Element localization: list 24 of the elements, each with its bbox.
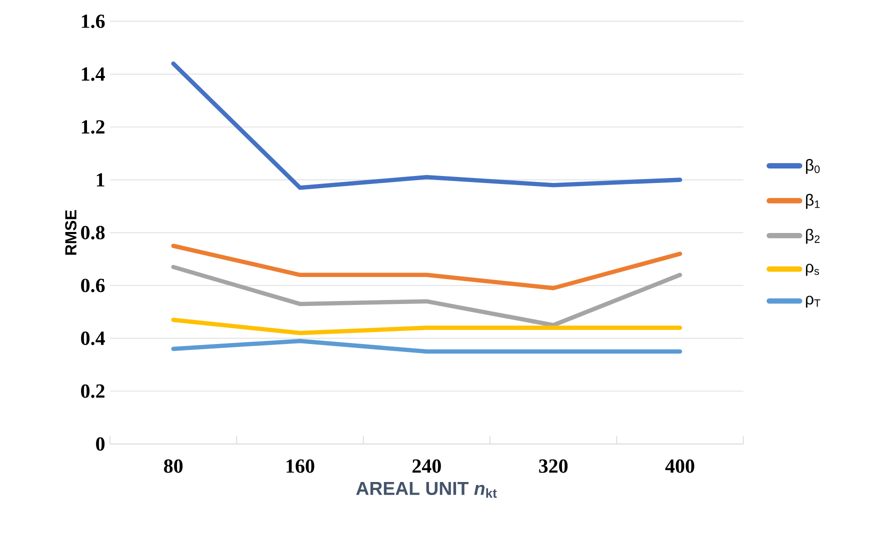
y-tick-label: 0.4 bbox=[81, 331, 105, 345]
y-tick-label: 0.6 bbox=[81, 278, 105, 292]
x-tick-label: 320 bbox=[539, 459, 568, 473]
y-tick-label: 1.6 bbox=[82, 14, 105, 28]
x-axis-title: AREAL UNIT n$_{kt}$ bbox=[356, 482, 497, 498]
x-tick-label: 400 bbox=[665, 459, 694, 473]
y-tick-label: 1.2 bbox=[82, 120, 104, 134]
legend-label: β$_{0}$ bbox=[806, 158, 820, 174]
legend-label: ρ$_{T}$ bbox=[806, 296, 820, 308]
line-series bbox=[171, 61, 682, 190]
y-tick-label: 0 bbox=[96, 437, 105, 451]
legend-label: ρ$_{s}$ bbox=[806, 264, 819, 276]
line-series bbox=[171, 244, 682, 290]
x-tick-label: 240 bbox=[412, 459, 441, 473]
x-tick-label: 80 bbox=[164, 459, 183, 473]
y-tick-label: 0.8 bbox=[81, 226, 105, 240]
line-series bbox=[171, 264, 682, 328]
y-tick-label: 1 bbox=[96, 173, 104, 186]
x-tick-label: 160 bbox=[286, 459, 314, 473]
y-axis-title: RMSE bbox=[65, 210, 76, 255]
y-tick-label: 0.2 bbox=[81, 384, 104, 398]
y-tick-label: 1.4 bbox=[82, 67, 105, 81]
legend-label: β$_{2}$ bbox=[806, 228, 820, 244]
legend-label: β$_{1}$ bbox=[806, 194, 820, 209]
